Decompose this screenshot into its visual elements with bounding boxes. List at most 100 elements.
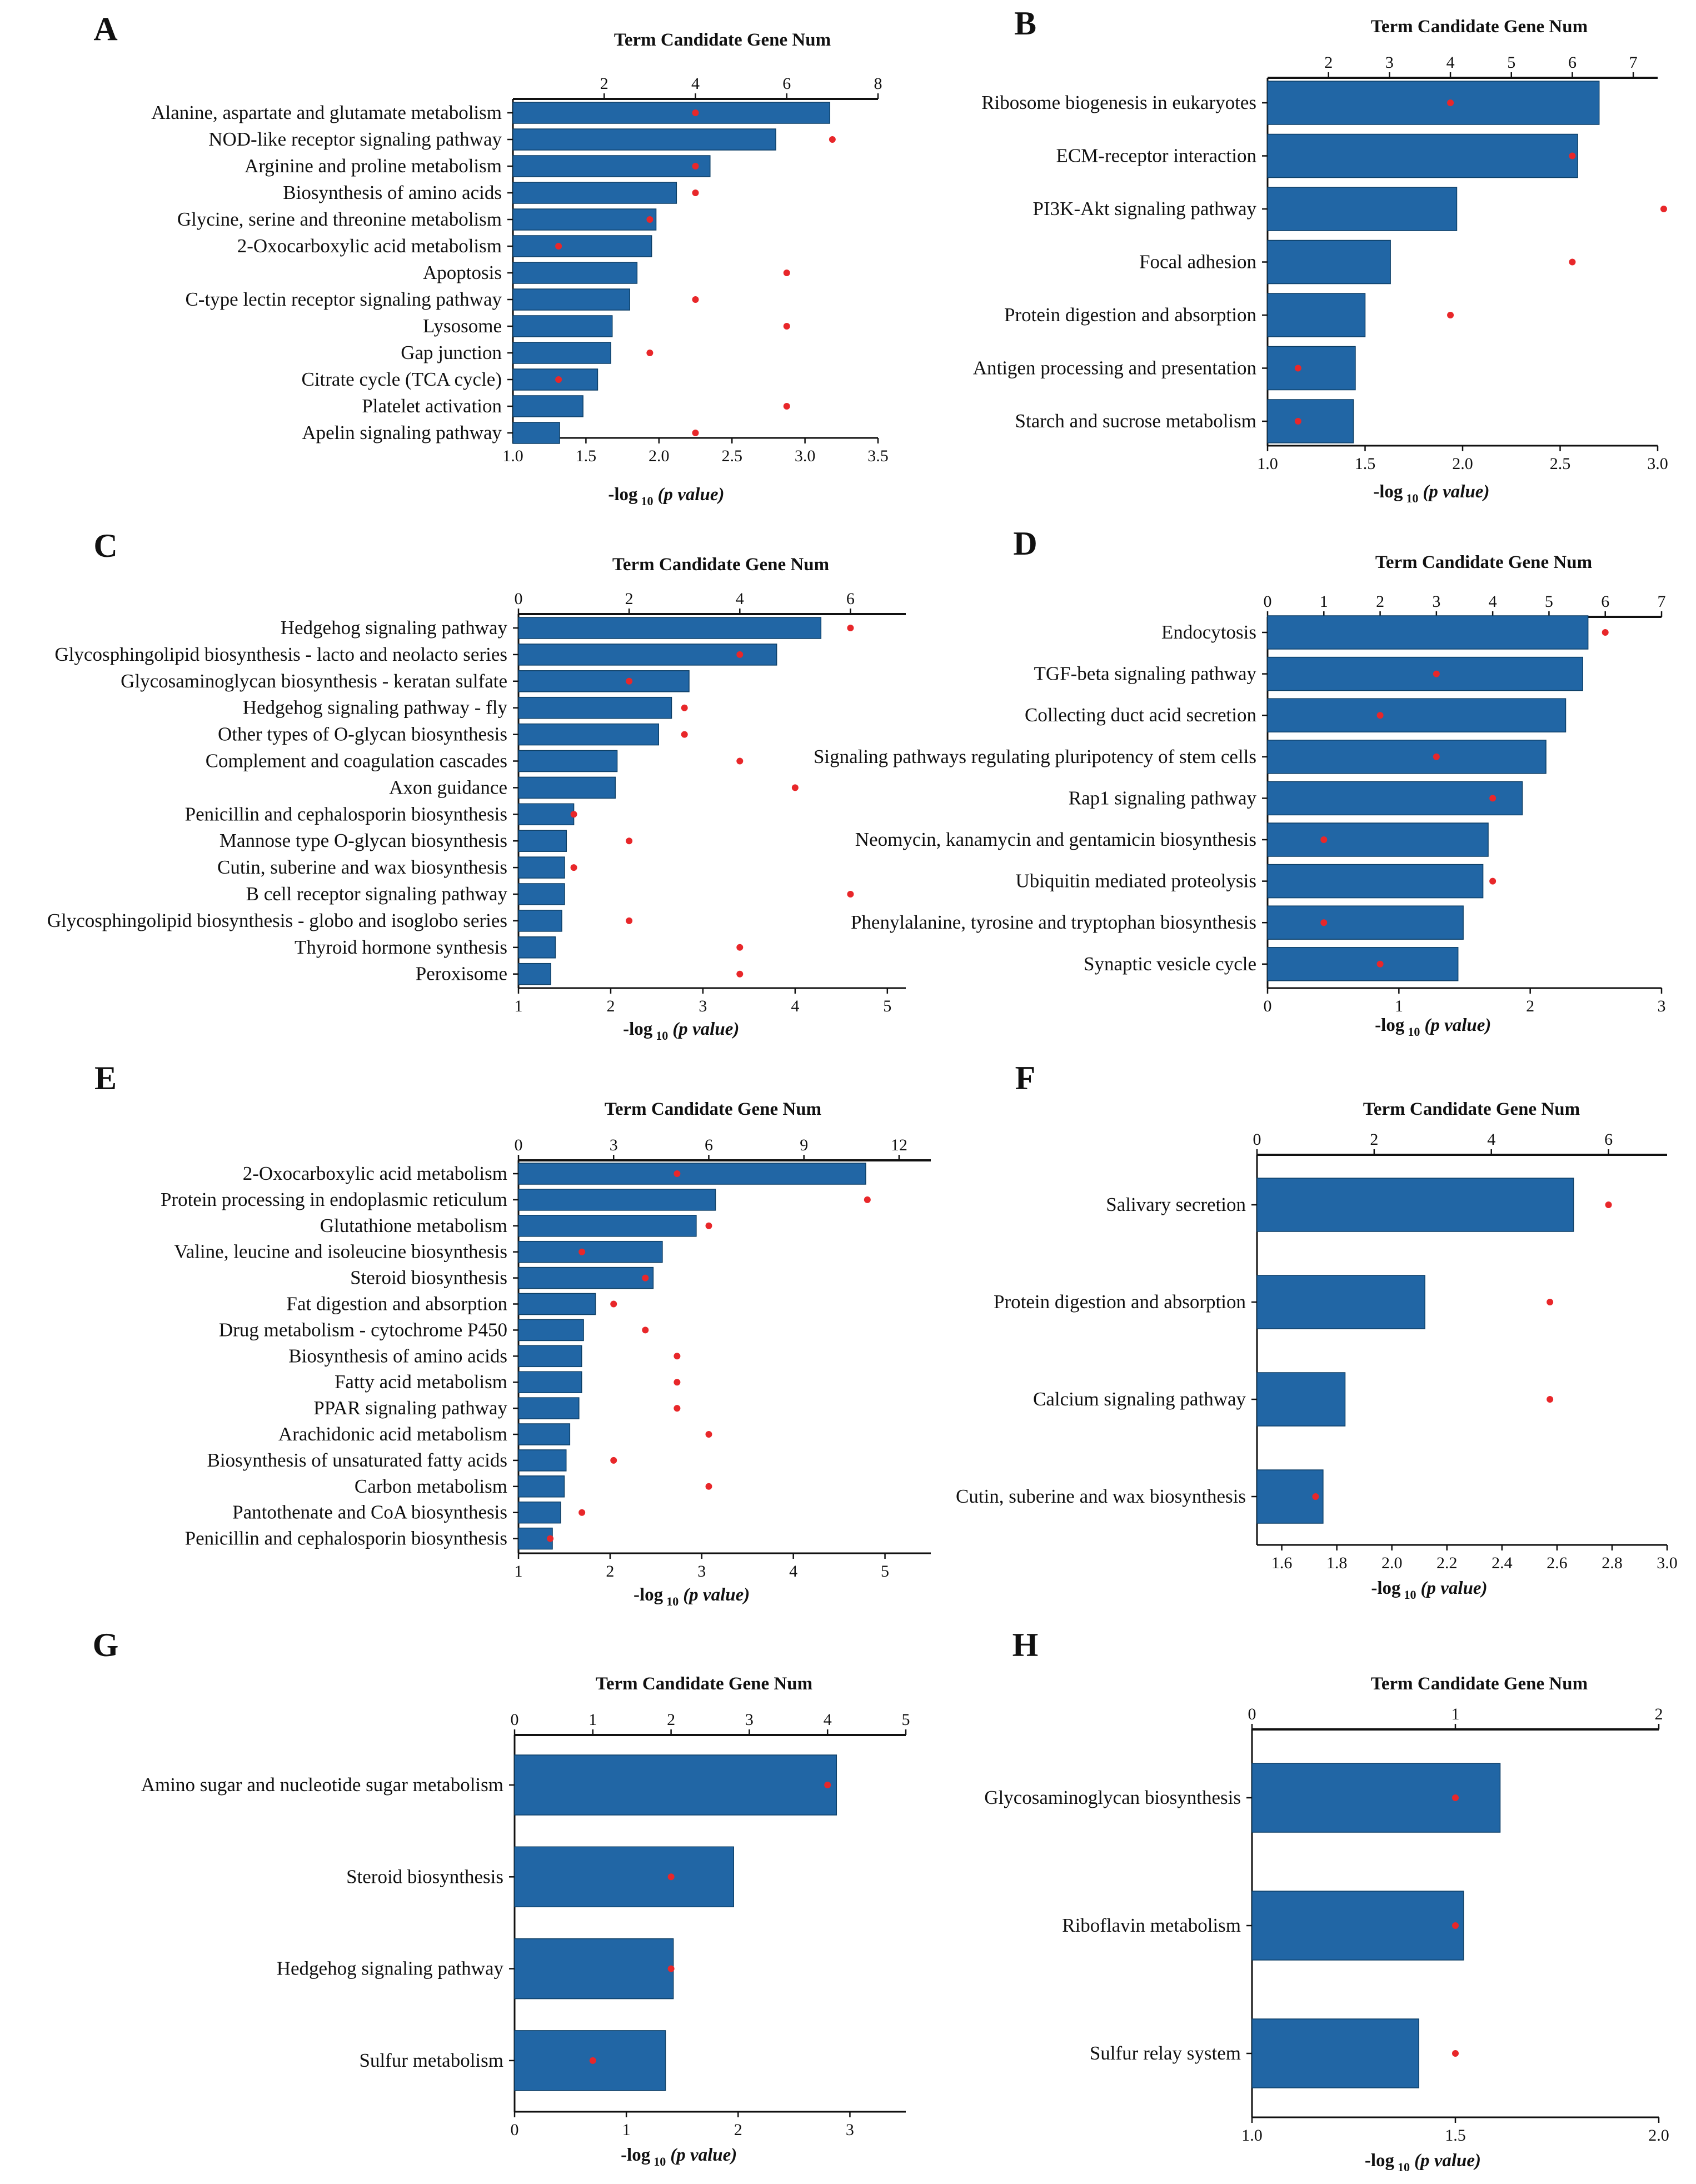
panel-b: B Term Candidate Gene Num 2 3 4 5 6 7 1.0 1.5 2.0 2… xyxy=(973,5,1668,505)
top-tick-label: 6 xyxy=(1601,592,1609,611)
x-axis-title: -log 10 (p value) xyxy=(1373,482,1489,505)
x-tick-label: 3.5 xyxy=(867,447,889,465)
category-label: 2-Oxocarboxylic acid metabolism xyxy=(243,1163,507,1184)
category-label: Protein digestion and absorption xyxy=(1004,304,1256,326)
gene-num-dot xyxy=(1452,2050,1459,2057)
bar xyxy=(518,910,562,932)
panel-d: D Term Candidate Gene Num 0 1 2 3 4 5 6 7 0 1 2 3 -log… xyxy=(814,525,1666,1039)
xlabel-pvalue: (p value) xyxy=(1414,2151,1481,2171)
category-label: Alanine, aspartate and glutamate metabol… xyxy=(151,102,502,123)
bar xyxy=(518,1475,565,1498)
xlabel-subscript: 10 xyxy=(656,1029,668,1043)
category-label: Apelin signaling pathway xyxy=(302,422,502,443)
bar xyxy=(1256,1178,1574,1232)
bar xyxy=(1267,822,1489,857)
category-label: Signaling pathways regulating pluripoten… xyxy=(814,746,1256,767)
xlabel-log: -log xyxy=(1371,1578,1401,1598)
category-label: Glycosphingolipid biosynthesis - lacto a… xyxy=(54,644,507,665)
x-tick-label: 2.0 xyxy=(1381,1554,1403,1572)
category-label: Penicillin and cephalosporin biosynthesi… xyxy=(185,1528,507,1549)
bar xyxy=(512,262,638,284)
gene-num-dot xyxy=(626,837,633,845)
category-label: Focal adhesion xyxy=(1139,251,1256,273)
xlabel-subscript: 10 xyxy=(1404,1588,1416,1602)
bar xyxy=(518,1266,654,1289)
gene-num-dot xyxy=(783,270,790,276)
category-label: Collecting duct acid secretion xyxy=(1025,704,1256,726)
gene-num-dot xyxy=(1605,1201,1612,1208)
gene-num-dot xyxy=(736,970,744,978)
x-tick-label: 3.0 xyxy=(795,447,816,465)
gene-num-dot xyxy=(646,350,654,356)
bar xyxy=(518,883,565,905)
category-label: C-type lectin receptor signaling pathway xyxy=(185,288,502,310)
category-label: Penicillin and cephalosporin biosynthesi… xyxy=(185,803,507,825)
bar xyxy=(518,1345,582,1368)
gene-num-dot xyxy=(829,136,836,143)
gene-num-dot xyxy=(705,1431,712,1438)
bar xyxy=(518,1240,663,1263)
category-label: Riboflavin metabolism xyxy=(1062,1914,1241,1936)
gene-num-dot xyxy=(642,1327,649,1334)
x-axis-title: -log 10 (p value) xyxy=(1365,2151,1481,2174)
gene-num-dot xyxy=(1320,919,1328,926)
category-label: Gap junction xyxy=(401,342,502,363)
category-label: Glycosaminoglycan biosynthesis - keratan… xyxy=(121,670,507,692)
xlabel-log: -log xyxy=(608,485,638,505)
x-tick-label: 1.8 xyxy=(1326,1554,1348,1572)
xlabel-log: -log xyxy=(1365,2151,1395,2171)
category-label: PPAR signaling pathway xyxy=(313,1397,507,1419)
top-tick-label: 4 xyxy=(736,590,744,608)
bar xyxy=(518,1449,567,1472)
gene-num-dot xyxy=(1489,877,1497,885)
gene-num-dot xyxy=(705,1483,712,1490)
category-label: Biosynthesis of amino acids xyxy=(283,182,502,203)
category-label: Steroid biosynthesis xyxy=(350,1267,507,1289)
x-tick-label: 2.5 xyxy=(1550,455,1571,473)
x-tick-label: 1.0 xyxy=(1241,2126,1263,2145)
gene-num-dot xyxy=(578,1248,586,1255)
top-tick-label: 4 xyxy=(691,74,700,93)
category-label: Rap1 signaling pathway xyxy=(1069,787,1257,809)
bar xyxy=(518,1293,596,1315)
gene-num-dot xyxy=(589,2057,596,2064)
top-tick-label: 6 xyxy=(846,590,855,608)
bar xyxy=(512,208,657,231)
xlabel-subscript: 10 xyxy=(1408,1025,1420,1039)
top-tick-label: 6 xyxy=(782,74,791,93)
gene-num-dot xyxy=(692,190,699,196)
category-label: Complement and coagulation cascades xyxy=(206,750,507,772)
gene-num-dot xyxy=(1569,258,1576,266)
bar xyxy=(518,1215,697,1237)
panel-label: G xyxy=(93,1627,119,1663)
x-tick-label: 2.6 xyxy=(1547,1554,1568,1572)
top-tick-label: 7 xyxy=(1629,53,1638,72)
x-tick-label: 2.0 xyxy=(649,447,670,465)
gene-num-dot xyxy=(667,1965,675,1972)
category-label: Peroxisome xyxy=(416,963,507,985)
top-tick-label: 9 xyxy=(800,1136,808,1154)
category-label: Hedgehog signaling pathway xyxy=(281,617,508,639)
category-label: Citrate cycle (TCA cycle) xyxy=(301,368,502,390)
top-tick-label: 2 xyxy=(600,74,608,93)
category-label: Arachidonic acid metabolism xyxy=(278,1423,507,1445)
category-label: Glutathione metabolism xyxy=(320,1215,507,1236)
gene-num-dot xyxy=(736,944,744,951)
xlabel-pvalue: (p value) xyxy=(683,1585,750,1605)
x-tick-label: 3 xyxy=(699,997,707,1015)
gene-num-dot xyxy=(1294,418,1301,425)
top-axis-title: Term Candidate Gene Num xyxy=(605,1099,821,1119)
bar xyxy=(514,1846,734,1908)
gene-num-dot xyxy=(736,651,744,658)
bar xyxy=(518,696,672,719)
gene-num-dot xyxy=(555,376,562,383)
xlabel-subscript: 10 xyxy=(1398,2160,1410,2174)
category-label: Glycosaminoglycan biosynthesis xyxy=(984,1787,1241,1808)
x-tick-label: 4 xyxy=(791,997,799,1015)
category-label: Amino sugar and nucleotide sugar metabol… xyxy=(141,1774,503,1796)
category-label: Ubiquitin mediated proteolysis xyxy=(1015,870,1256,892)
gene-num-dot xyxy=(736,757,744,765)
category-label: Glycine, serine and threonine metabolism xyxy=(177,208,502,230)
xlabel-pvalue: (p value) xyxy=(1424,1015,1491,1035)
xlabel-pvalue: (p value) xyxy=(670,2145,737,2165)
